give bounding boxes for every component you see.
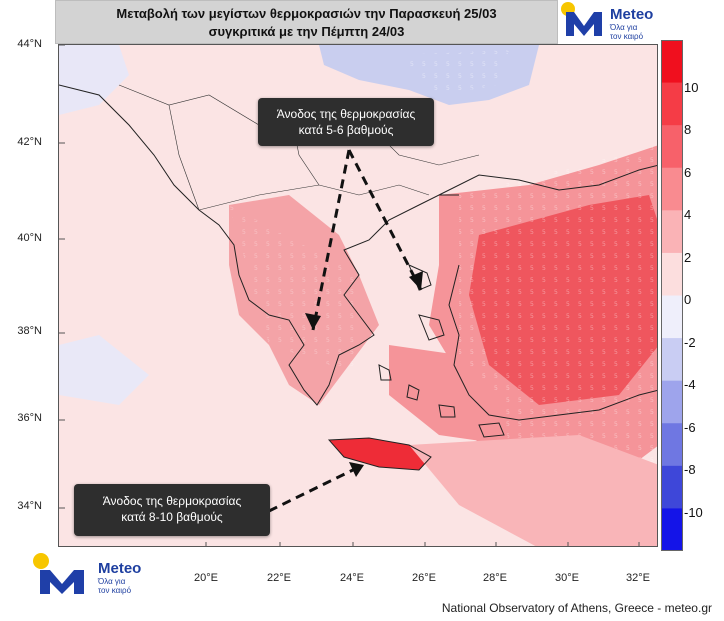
meteo-logo-top[interactable]: Meteo Όλα για τον καιρό: [560, 0, 660, 44]
colorbar-segment: [661, 40, 683, 84]
warming-area-aegean-south: [389, 345, 509, 445]
cooling-area-nw: [59, 45, 129, 115]
logo-bottom-brand: Meteo: [98, 560, 142, 577]
meteo-logo-bottom-icon: [33, 553, 84, 594]
lon-label-30: 30°E: [555, 572, 579, 584]
strong-warming-crete: [329, 438, 431, 470]
colorbar: [661, 40, 683, 551]
lat-label-36: 36°N: [17, 412, 42, 424]
colorbar-segment: [661, 82, 683, 126]
colorbar-segment: [661, 167, 683, 211]
lat-label-34: 34°N: [17, 500, 42, 512]
colorbar-label-m8: -8: [684, 462, 696, 477]
coastlines: [59, 84, 657, 471]
lat-label-42: 42°N: [17, 136, 42, 148]
colorbar-label-m10: -10: [684, 505, 703, 520]
colorbar-label-0: 0: [684, 292, 692, 307]
colorbar-segment: [661, 210, 683, 254]
colorbar-label-m6: -6: [684, 420, 696, 435]
colorbar-segment: [661, 125, 683, 169]
callout-bottom: Άνοδος της θερμοκρασίας κατά 8-10 βαθμού…: [74, 484, 270, 536]
colorbar-segment: [661, 465, 683, 509]
colorbar-label-10: 10: [684, 80, 699, 95]
colorbar-label-8: 8: [684, 122, 692, 137]
colorbar-label-2: 2: [684, 250, 692, 265]
colorbar-segment: [661, 508, 683, 551]
colorbar-label-6: 6: [684, 165, 692, 180]
logo-brand: Meteo: [610, 6, 654, 23]
annotation-arrows: [268, 149, 423, 513]
colorbar-label-m4: -4: [684, 377, 696, 392]
colorbar-label-4: 4: [684, 207, 692, 222]
colorbar-segment: [661, 380, 683, 424]
colorbar-label-m2: -2: [684, 335, 696, 350]
colorbar-segment: [661, 252, 683, 296]
lon-label-26: 26°E: [412, 572, 436, 584]
meteo-logo-bottom[interactable]: Meteo Όλα για τον καιρό: [30, 550, 150, 598]
logo-bottom-tagline-2: τον καιρό: [98, 586, 132, 595]
callout-top: Άνοδος της θερμοκρασίας κατά 5-6 βαθμούς: [258, 98, 434, 146]
cooling-area-ionian: [59, 335, 149, 405]
lon-label-32: 32°E: [626, 572, 650, 584]
colorbar-segment: [661, 338, 683, 382]
colorbar-segment: [661, 295, 683, 339]
lon-label-20: 20°E: [194, 572, 218, 584]
colorbar-segment: [661, 423, 683, 467]
footer-credit[interactable]: National Observatory of Athens, Greece -…: [441, 601, 712, 615]
callout-top-line-2: κατά 5-6 βαθμούς: [298, 123, 394, 137]
callout-bottom-line-1: Άνοδος της θερμοκρασίας: [102, 494, 242, 508]
meteo-logo-icon: [561, 2, 602, 36]
logo-tagline-2: τον καιρό: [610, 32, 644, 41]
title-line-1: Μεταβολή των μεγίστων θερμοκρασιών την Π…: [116, 6, 497, 21]
lon-label-24: 24°E: [340, 572, 364, 584]
lon-label-28: 28°E: [483, 572, 507, 584]
map-title: Μεταβολή των μεγίστων θερμοκρασιών την Π…: [55, 0, 558, 44]
callout-bottom-line-2: κατά 8-10 βαθμούς: [121, 510, 223, 524]
logo-bottom-tagline-1: Όλα για: [98, 577, 126, 586]
arrow-heads: [305, 271, 423, 477]
warming-area-south-sea: [409, 435, 657, 546]
lon-label-22: 22°E: [267, 572, 291, 584]
title-line-2: συγκριτικά με την Πέμπτη 24/03: [208, 24, 405, 39]
logo-tagline-1: Όλα για: [610, 23, 638, 32]
colorbar-border: [661, 40, 683, 551]
lat-label-38: 38°N: [17, 325, 42, 337]
graticule-ticks: [59, 45, 640, 546]
callout-top-line-1: Άνοδος της θερμοκρασίας: [276, 107, 416, 121]
lat-label-44: 44°N: [17, 38, 42, 50]
lat-label-40: 40°N: [17, 232, 42, 244]
